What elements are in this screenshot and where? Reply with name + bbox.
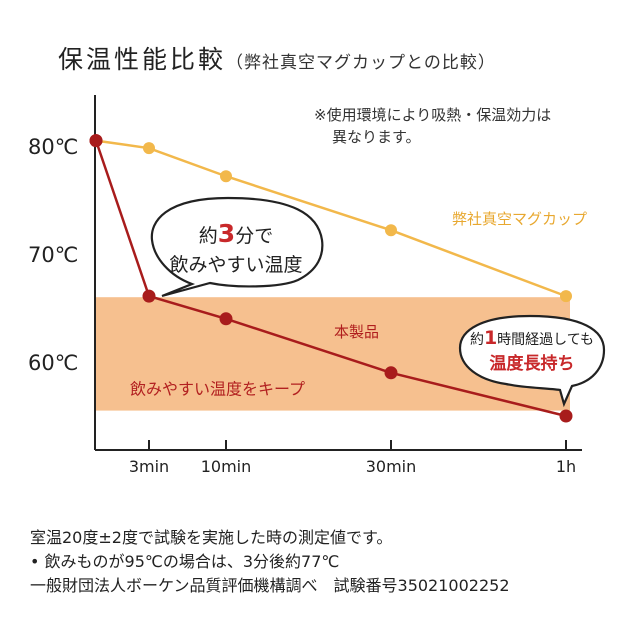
data-point [560,290,572,303]
usage-note: ※使用環境により吸熱・保温効力は 異なります。 [314,104,614,148]
data-point [219,312,233,326]
y-tick-label: 60℃ [28,351,78,375]
chart-title: 保温性能比較 [58,45,227,74]
chart-axes [94,95,582,451]
callout-three-minutes: 約3分で 飲みやすい温度 [150,196,324,298]
footer-line-2: • 飲みものが95℃の場合は、3分後約77℃ [30,552,340,571]
series-product: 本製品 [89,134,573,423]
callout-one-hour-bubble [458,314,606,408]
callout-three-minutes-line-2: 飲みやすい温度 [169,254,302,276]
callout-one-hour: 約1時間経過しても 温度長持ち [458,314,606,408]
data-point [143,142,155,155]
callout-three-minutes-bubble [150,196,324,298]
data-point [89,134,103,148]
data-point [142,289,156,303]
chart-subtitle: （弊社真空マグカップとの比較） [226,53,496,73]
data-point [385,224,397,237]
y-tick-label: 70℃ [28,243,78,267]
x-tick-label: 3min [129,457,169,476]
x-tick-label: 1h [556,457,576,476]
x-tick-label: 10min [201,457,252,476]
y-tick-label: 80℃ [28,135,78,159]
series-label: 弊社真空マグカップ [452,210,587,228]
callout-three-minutes-line-1: 約3分で [199,219,273,248]
temperature-chart: 飲みやすい温度をキープ 80℃ 70℃ 60℃ 3min 10min 30min 1h 弊… [28,95,606,476]
footer-line-1: 室温20度±2度で試験を実施した時の測定値です。 [30,528,393,547]
comfort-band-label: 飲みやすい温度をキープ [130,380,305,399]
series-vacuum-mug: 弊社真空マグカップ [89,134,587,303]
chart-title-block: 保温性能比較（弊社真空マグカップとの比較） [58,40,496,76]
callout-one-hour-line-1: 約1時間経過しても [470,327,594,349]
footer-notes: 室温20度±2度で試験を実施した時の測定値です。 • 飲みものが95℃の場合は、… [30,526,630,598]
series-label: 本製品 [334,323,379,341]
data-point [384,366,398,380]
data-point [220,170,232,183]
usage-note-line-1: ※使用環境により吸熱・保温効力は [314,106,552,124]
x-tick-label: 30min [366,457,417,476]
usage-note-line-2: 異なります。 [332,128,421,146]
callout-one-hour-line-2: 温度長持ち [490,353,575,374]
footer-line-3: 一般財団法人ボーケン品質評価機構調べ 試験番号35021002252 [30,576,510,595]
data-point [559,409,573,423]
